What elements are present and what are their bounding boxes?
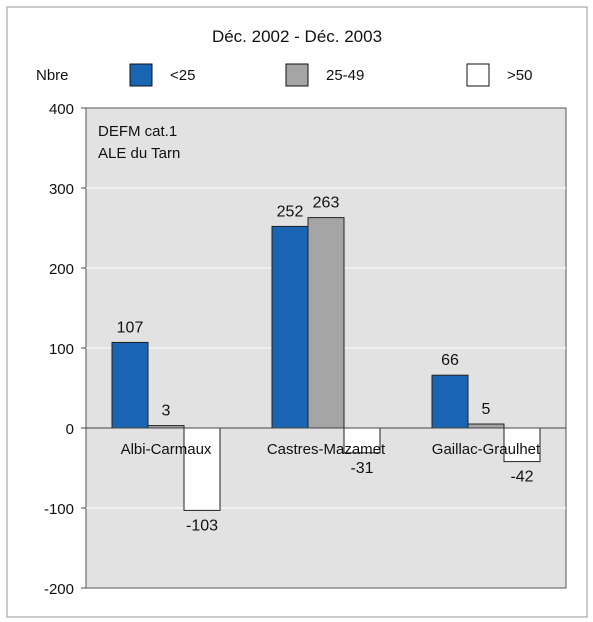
legend: <25 25-49 >50 — [129, 63, 532, 87]
legend-swatch — [466, 63, 490, 87]
y-tick-label: 400 — [49, 101, 74, 118]
y-tick-label: -100 — [44, 501, 74, 518]
bar — [467, 423, 505, 429]
data-label: -31 — [350, 460, 373, 477]
data-label: -42 — [510, 469, 533, 486]
category-labels: Albi-Carmaux Castres-Mazamet Gaillac-Graul… — [121, 441, 541, 458]
legend-swatch — [285, 63, 309, 87]
data-label: 252 — [277, 203, 304, 220]
legend-label: <25 — [170, 67, 195, 84]
bars — [111, 217, 541, 511]
bar — [503, 427, 541, 463]
y-axis-label: Nbre — [36, 67, 69, 84]
legend-label: >50 — [507, 67, 532, 84]
chart-title: Déc. 2002 - Déc. 2003 — [212, 27, 382, 46]
annotation-line: DEFM cat.1 — [98, 123, 177, 140]
data-label: 107 — [117, 319, 144, 336]
legend-item: <25 — [129, 63, 195, 87]
legend-label: 25-49 — [326, 67, 364, 84]
data-label: 263 — [313, 195, 340, 212]
y-tick-label: 300 — [49, 181, 74, 198]
y-tick-label: -200 — [44, 581, 74, 598]
legend-swatch — [129, 63, 153, 87]
legend-item: 25-49 — [285, 63, 364, 87]
annotation-line: ALE du Tarn — [98, 145, 180, 162]
data-label: 5 — [482, 401, 491, 418]
y-tick-label: 200 — [49, 261, 74, 278]
category-label: Albi-Carmaux — [121, 441, 212, 458]
data-label: 66 — [441, 352, 459, 369]
y-tick-label: 100 — [49, 341, 74, 358]
data-label: -103 — [186, 517, 218, 534]
legend-item: >50 — [466, 63, 532, 87]
category-label: Gaillac-Graulhet — [432, 441, 541, 458]
data-labels: 107 3 -103 252 263 -31 66 5 -42 — [117, 195, 534, 535]
data-label: 3 — [162, 403, 171, 420]
bar — [271, 225, 309, 429]
bar — [431, 374, 469, 429]
bar — [183, 427, 221, 511]
bar — [307, 217, 345, 429]
bar — [111, 341, 149, 429]
y-axis: 400 300 200 100 0 -100 -200 — [44, 101, 86, 598]
y-tick-label: 0 — [66, 421, 74, 438]
category-label: Castres-Mazamet — [267, 441, 386, 458]
